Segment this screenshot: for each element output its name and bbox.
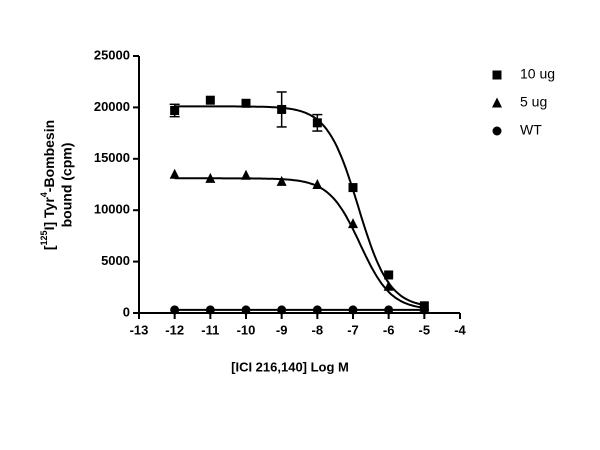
label-sup: 125 xyxy=(39,230,49,245)
legend-label: 5 ug xyxy=(520,94,547,110)
point xyxy=(241,305,251,315)
x-tick-label: -12 xyxy=(165,322,184,337)
fit-curve xyxy=(174,105,425,307)
legend-marker xyxy=(492,70,502,80)
x-tick-label: -13 xyxy=(130,322,149,337)
point xyxy=(241,169,251,180)
x-tick-label: -5 xyxy=(419,322,431,337)
y-tick-label: 25000 xyxy=(94,47,130,62)
y-tick-label: 10000 xyxy=(94,202,130,217)
point xyxy=(277,305,287,315)
point xyxy=(205,95,215,105)
y-tick-label: 5000 xyxy=(101,253,130,268)
label-part: -Bombesin xyxy=(41,120,57,192)
point xyxy=(312,305,322,315)
point xyxy=(384,270,394,280)
point xyxy=(312,179,323,189)
point xyxy=(241,98,251,108)
fit-curve xyxy=(174,177,425,309)
x-tick-label: -8 xyxy=(312,322,324,337)
x-tick-label: -6 xyxy=(383,322,395,337)
point xyxy=(205,172,216,183)
point xyxy=(419,305,429,315)
point xyxy=(170,305,180,315)
point xyxy=(169,168,180,179)
point xyxy=(277,104,287,114)
x-tick-label: -10 xyxy=(237,322,256,337)
y-axis-label-line: [125I] Tyr4-Bombesin xyxy=(39,120,56,250)
y-axis-label-line: bound (cpm) xyxy=(59,143,75,228)
y-tick-label: 15000 xyxy=(94,150,130,165)
x-tick-label: -7 xyxy=(347,322,359,337)
y-axis-label: [125I] Tyr4-Bombesin bound (cpm) xyxy=(39,120,74,250)
point xyxy=(170,105,180,115)
x-axis-label: [ICI 216,140] Log M xyxy=(231,359,349,374)
legend-marker xyxy=(492,126,502,136)
label-part: I] Tyr xyxy=(41,197,57,231)
point xyxy=(348,183,358,193)
x-tick-label: -11 xyxy=(201,322,219,337)
legend-label: 10 ug xyxy=(520,66,555,82)
legend-label: WT xyxy=(520,122,542,138)
label-part: [ xyxy=(41,245,57,250)
point xyxy=(348,218,358,229)
y-tick-label: 20000 xyxy=(94,99,130,114)
x-tick-label: -4 xyxy=(454,322,466,337)
legend-marker xyxy=(492,97,502,108)
label-sup: 4 xyxy=(39,192,49,197)
point xyxy=(205,305,215,315)
point xyxy=(383,280,394,291)
point xyxy=(312,118,322,128)
y-tick-label: 0 xyxy=(123,304,130,319)
point xyxy=(384,305,394,315)
point xyxy=(276,175,287,186)
x-tick-label: -9 xyxy=(276,322,288,337)
point xyxy=(348,305,358,315)
